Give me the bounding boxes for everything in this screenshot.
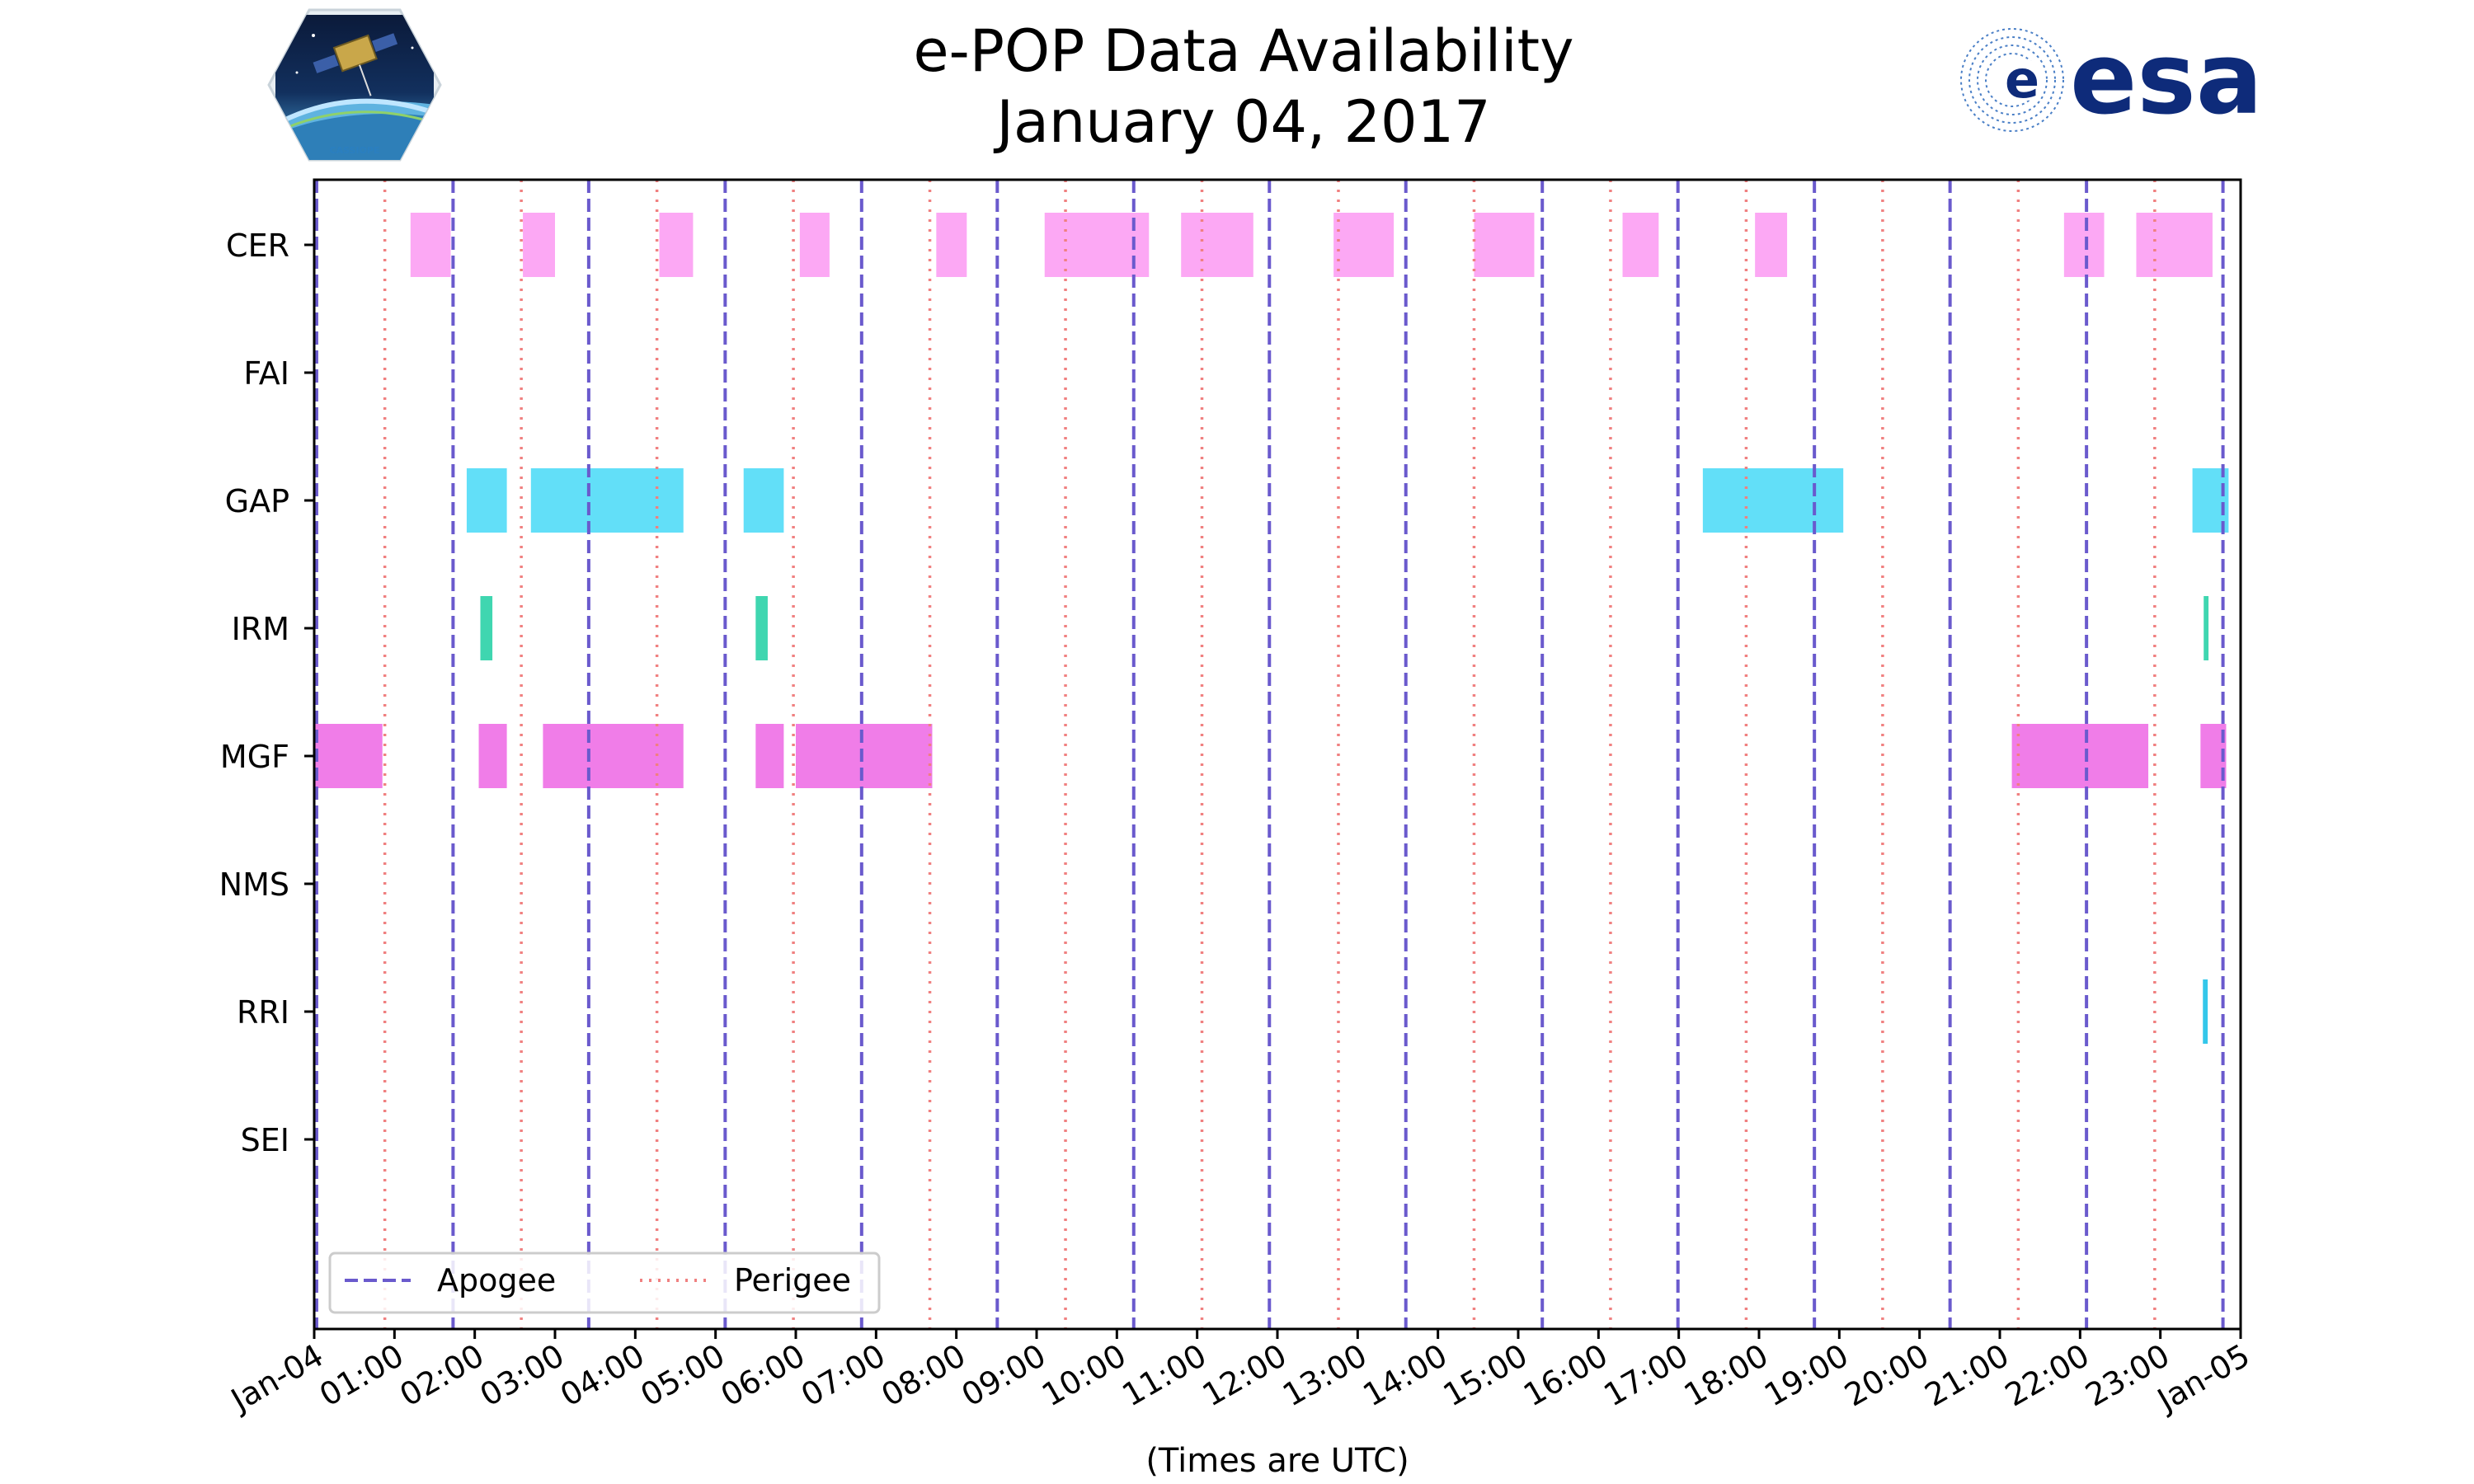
bar-cer [1044, 213, 1150, 277]
cassiope-label: CASSIOPE [330, 145, 380, 156]
bar-mgf [755, 724, 784, 788]
x-axis-label: (Times are UTC) [1145, 1442, 1409, 1480]
x-tick-label: 13:00 [1277, 1337, 1373, 1414]
bar-irm [2204, 596, 2209, 660]
bar-irm [480, 596, 493, 660]
bar-cer [1755, 213, 1788, 277]
y-tick-label-mgf: MGF [220, 739, 289, 775]
y-tick-label-fai: FAI [243, 355, 289, 392]
bar-mgf [2011, 724, 2149, 788]
chart-title-line1: e-POP Data Availability [913, 17, 1573, 85]
bar-gap [530, 468, 684, 533]
y-tick-label-sei: SEI [241, 1122, 289, 1158]
x-tick-label: 15:00 [1437, 1337, 1534, 1414]
chart-title-line2: January 04, 2017 [993, 88, 1490, 156]
bar-cer [410, 213, 451, 277]
x-tick-label: 03:00 [474, 1337, 571, 1414]
x-tick-label: 07:00 [795, 1337, 891, 1414]
x-tick-label: 16:00 [1517, 1337, 1614, 1414]
bar-cer [659, 213, 694, 277]
x-tick-label: 20:00 [1838, 1337, 1935, 1414]
bar-mgf [543, 724, 684, 788]
bar-cer [1474, 213, 1535, 277]
y-tick-label-cer: CER [226, 228, 289, 264]
bar-cer [523, 213, 555, 277]
legend: Apogee Perigee [328, 1252, 881, 1314]
bar-cer [2136, 213, 2213, 277]
x-tick-label: 09:00 [956, 1337, 1052, 1414]
bar-irm [755, 596, 768, 660]
legend-apogee-label: Apogee [437, 1262, 556, 1298]
y-axis: CER FAI GAP IRM MGF NMS RRI SEI [219, 228, 314, 1158]
x-tick-label: 06:00 [715, 1337, 811, 1414]
x-tick-label: 10:00 [1036, 1337, 1132, 1414]
esa-wordmark: esa [2070, 22, 2263, 137]
bar-cer [2063, 213, 2105, 277]
x-tick-label: 02:00 [393, 1337, 490, 1414]
x-axis: Jan-0401:0002:0003:0004:0005:0006:0007:0… [223, 1329, 2256, 1419]
bar-cer [1333, 213, 1395, 277]
bar-mgf [314, 724, 383, 788]
x-tick-label: 11:00 [1116, 1337, 1212, 1414]
y-tick-label-rri: RRI [237, 994, 289, 1031]
legend-box [328, 1252, 881, 1314]
cassiope-logo: CASSIOPE [264, 7, 445, 163]
bar-gap [743, 468, 784, 533]
svg-text:e: e [2005, 49, 2039, 110]
bar-mgf [478, 724, 507, 788]
x-tick-label: 18:00 [1678, 1337, 1775, 1414]
legend-perigee-label: Perigee [734, 1262, 851, 1298]
x-tick-label: 12:00 [1197, 1337, 1293, 1414]
x-tick-label: Jan-04 [223, 1337, 329, 1419]
bar-cer [1622, 213, 1659, 277]
availability-bars [314, 213, 2229, 1044]
bar-cer [1181, 213, 1253, 277]
esa-logo: e esa [1946, 18, 2317, 142]
y-tick-label-nms: NMS [219, 866, 289, 903]
x-tick-label: 05:00 [634, 1337, 731, 1414]
x-tick-label: 21:00 [1919, 1337, 2015, 1414]
x-tick-label: 17:00 [1597, 1337, 1694, 1414]
y-tick-label-irm: IRM [232, 611, 289, 647]
x-tick-label: 04:00 [554, 1337, 651, 1414]
orbit-event-lines [314, 180, 2225, 1329]
x-tick-label: Jan-05 [2150, 1337, 2255, 1419]
x-tick-label: 14:00 [1357, 1337, 1453, 1414]
bar-gap [466, 468, 507, 533]
bar-cer [799, 213, 830, 277]
x-tick-label: 01:00 [313, 1337, 410, 1414]
y-tick-label-gap: GAP [225, 483, 289, 519]
bar-mgf [796, 724, 933, 788]
x-tick-label: 22:00 [1999, 1337, 2095, 1414]
bar-gap [1702, 468, 1844, 533]
bar-cer [936, 213, 967, 277]
x-tick-label: 08:00 [875, 1337, 971, 1414]
esa-swirl-icon: e [1960, 28, 2064, 132]
bar-rri [2203, 979, 2208, 1044]
x-tick-label: 19:00 [1758, 1337, 1855, 1414]
